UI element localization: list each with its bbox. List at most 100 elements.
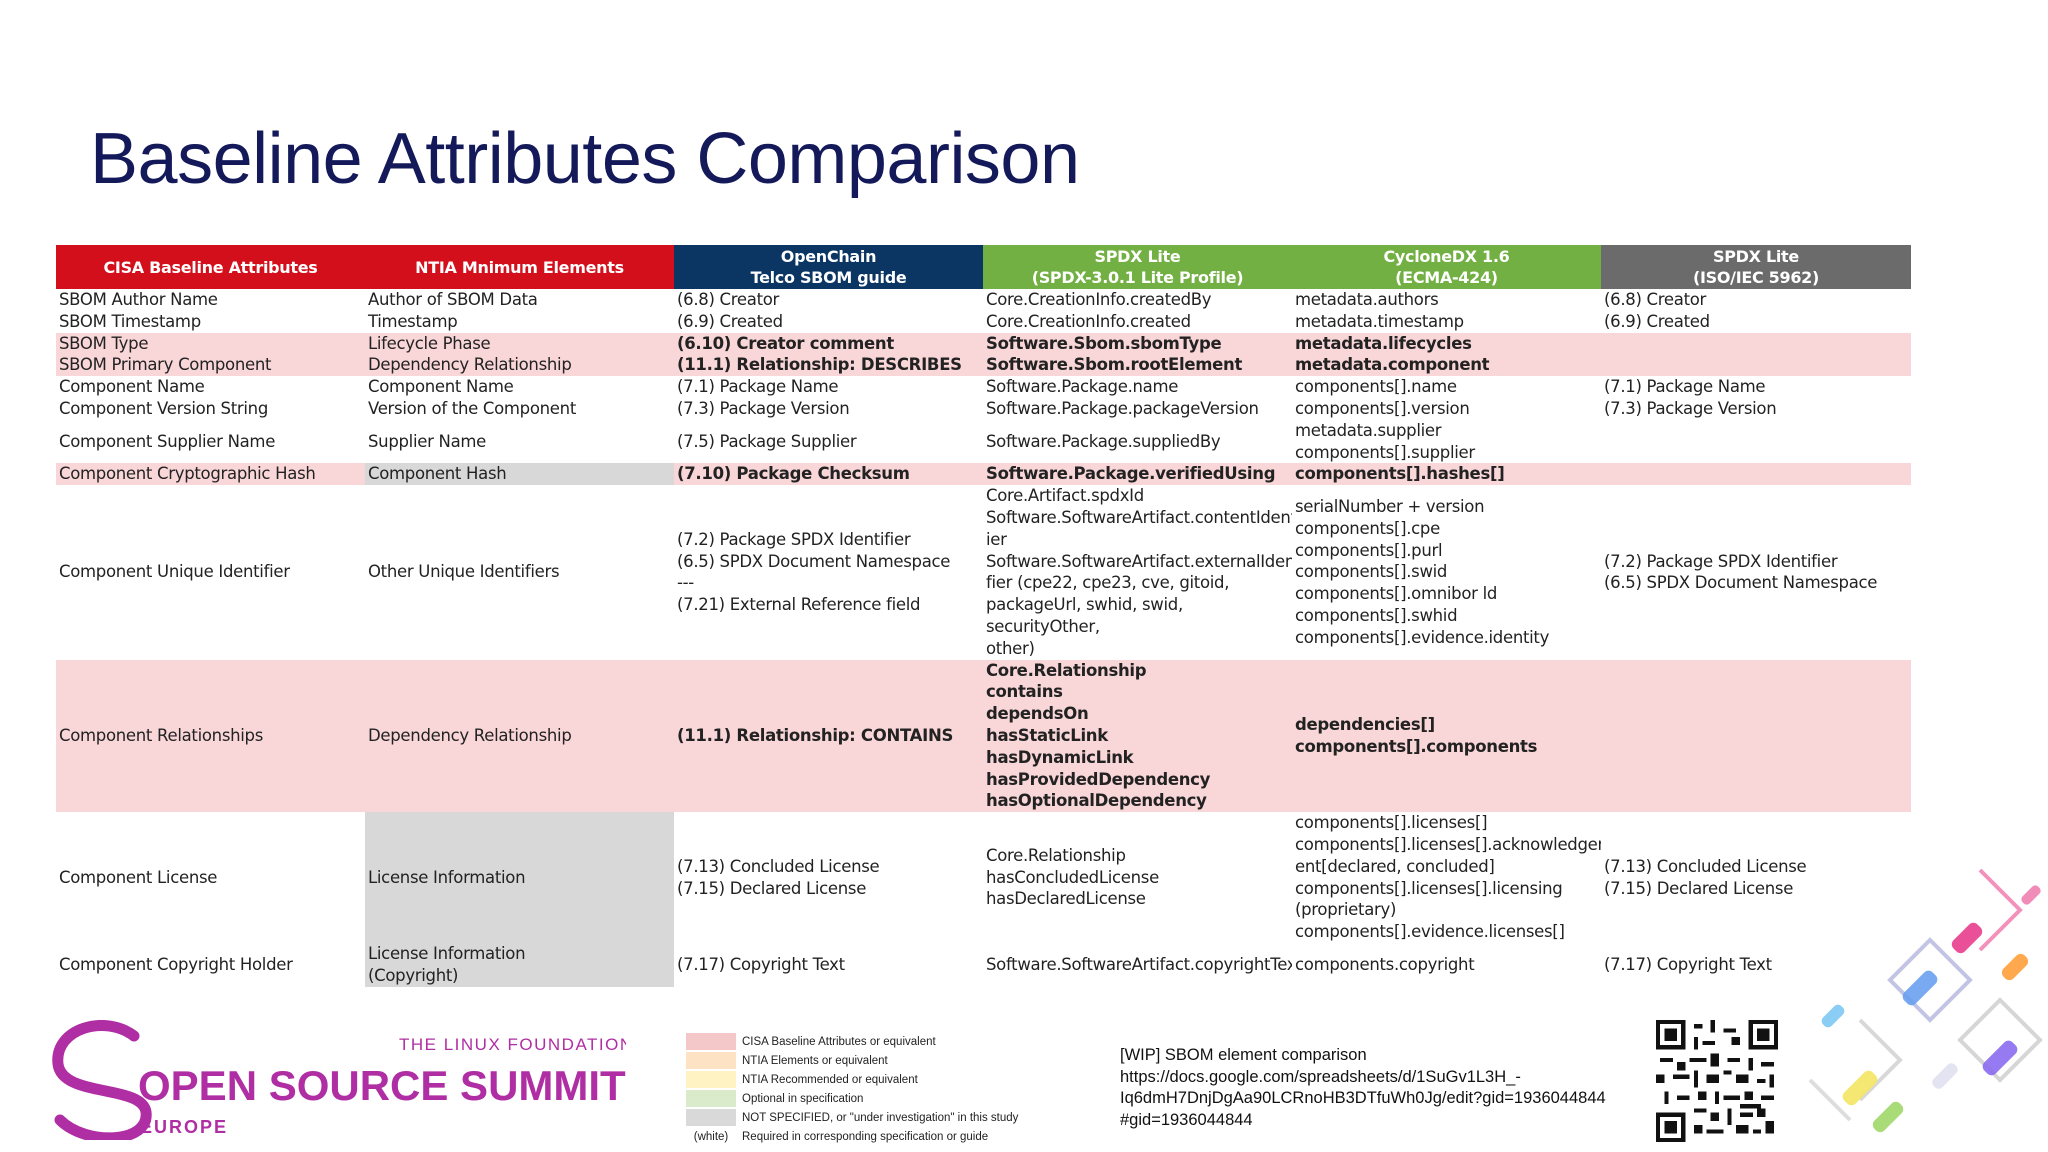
table-cell: Component Copyright Holder (59, 954, 293, 974)
table-cell: Component Cryptographic Hash (56, 463, 365, 486)
legend-label: Optional in specification (742, 1092, 864, 1105)
table-row: Component Unique Identifier Other Unique… (56, 485, 1911, 659)
legend-item: Optional in specification (686, 1089, 1018, 1108)
table-cell: (7.5) Package Supplier (677, 431, 857, 451)
reference-link[interactable]: #gid=1936044844 (1120, 1110, 1253, 1129)
table-row: SBOM Type Lifecycle Phase (6.10) Creator… (56, 332, 1911, 355)
table-cell: Core.Relationship hasConcludedLicense ha… (986, 845, 1159, 909)
col-header-line: SPDX Lite (1094, 247, 1181, 266)
table-cell: Version of the Component (368, 398, 576, 418)
table-cell: (7.3) Package Version (1604, 398, 1777, 418)
table-cell: (6.9) Created (1604, 311, 1710, 331)
table-cell: serialNumber + version components[].cpe … (1295, 497, 1550, 647)
col-header-line: OpenChain (780, 247, 877, 266)
table-cell: Dependency Relationship (365, 659, 674, 813)
legend-label: NTIA Elements or equivalent (742, 1054, 888, 1067)
table-cell: Timestamp (368, 311, 458, 331)
col-header-subline: Telco SBOM guide (750, 268, 907, 287)
table-cell: Component Hash (365, 463, 674, 486)
table-cell: metadata.supplier components[].supplier (1295, 420, 1475, 462)
table-cell: SBOM Timestamp (59, 311, 201, 331)
legend-item: NTIA Elements or equivalent (686, 1051, 1018, 1070)
page-title: Baseline Attributes Comparison (90, 119, 1080, 199)
table-cell: Software.Package.name (986, 377, 1179, 397)
table-cell: (7.2) Package SPDX Identifier (6.5) SPDX… (677, 529, 951, 615)
table-cell: Supplier Name (368, 431, 487, 451)
table-cell: metadata.authors (1295, 290, 1439, 309)
table-header-row: CISA Baseline Attributes NTIA Mnimum Ele… (56, 245, 1911, 289)
col-header-spdx-lite-iso: SPDX Lite (ISO/IEC 5962) (1601, 245, 1911, 289)
table-cell: Core.CreationInfo.created (986, 311, 1191, 331)
qr-code-icon (1656, 1020, 1778, 1142)
table-cell: License Information (Copyright) (365, 942, 674, 987)
table-cell: Software.Sbom.rootElement (983, 354, 1292, 377)
table-row: SBOM Author Name Author of SBOM Data (6.… (56, 289, 1911, 311)
table-cell: metadata.timestamp (1295, 311, 1464, 331)
col-header-line: CycloneDX 1.6 (1383, 247, 1510, 266)
table-cell: Component Name (59, 377, 205, 397)
legend-item: CISA Baseline Attributes or equivalent (686, 1032, 1018, 1051)
table-cell: Component Supplier Name (59, 431, 276, 451)
table-cell: components[].version (1295, 398, 1470, 418)
table-cell: SBOM Type (56, 332, 365, 355)
table-cell: metadata.component (1292, 354, 1601, 377)
reference-title: [WIP] SBOM element comparison (1120, 1046, 1367, 1064)
table-cell (1601, 332, 1911, 355)
table-cell: components[].hashes[] (1292, 463, 1601, 486)
open-source-summit-logo: THE LINUX FOUNDATION OPEN SOURCE SUMMIT … (52, 1020, 626, 1140)
legend-item: NTIA Recommended or equivalent (686, 1070, 1018, 1089)
table-row: Component Copyright Holder License Infor… (56, 942, 1911, 987)
table-cell: components[].licenses[] components[].lic… (1295, 813, 1601, 942)
legend-label: Required in corresponding specification … (742, 1130, 989, 1143)
legend-label: NOT SPECIFIED, or "under investigation" … (742, 1111, 1019, 1124)
table-cell (1601, 420, 1911, 464)
table-row: Component Supplier Name Supplier Name (7… (56, 420, 1911, 464)
table-row: Component Version String Version of the … (56, 398, 1911, 420)
color-legend: CISA Baseline Attributes or equivalent N… (686, 1032, 1018, 1146)
table-cell: Dependency Relationship (365, 354, 674, 377)
col-header-cyclonedx: CycloneDX 1.6 (ECMA-424) (1292, 245, 1601, 289)
table-cell: (7.13) Concluded License (7.15) Declared… (1604, 856, 1807, 898)
legend-item: (white) Required in corresponding specif… (686, 1127, 1018, 1146)
table-row: SBOM Primary Component Dependency Relati… (56, 354, 1911, 377)
col-header-line: NTIA Mnimum Elements (415, 257, 624, 277)
legend-swatch-text: (white) (693, 1130, 729, 1143)
table-cell (1601, 354, 1911, 377)
table-cell: metadata.lifecycles (1292, 332, 1601, 355)
legend-swatch (686, 1090, 736, 1107)
table-row: Component Relationships Dependency Relat… (56, 659, 1911, 813)
table-cell: (7.17) Copyright Text (677, 954, 845, 974)
table-cell: License Information (365, 812, 674, 943)
table-cell: (11.1) Relationship: DESCRIBES (674, 354, 983, 377)
table-cell: Software.Package.verifiedUsing (983, 463, 1292, 486)
table-cell: Software.SoftwareArtifact.copyrightText (986, 954, 1292, 974)
table-cell: Software.Sbom.sbomType (983, 332, 1292, 355)
table-cell: (7.3) Package Version (677, 398, 850, 418)
reference-link[interactable]: Iq6dmH7DnjDgAa90LCRnoHB3DTfuWh0Jg/edit?g… (1120, 1089, 1606, 1107)
table-cell: dependencies[] components[].components (1292, 659, 1601, 813)
legend-swatch (686, 1052, 736, 1069)
table-cell: SBOM Primary Component (56, 354, 365, 377)
col-header-line: CISA Baseline Attributes (103, 257, 318, 277)
table-cell: (7.17) Copyright Text (1604, 954, 1772, 974)
spreadsheet-reference: [WIP] SBOM element comparison https://do… (1120, 1045, 1606, 1131)
table-cell: Component Version String (59, 398, 269, 418)
table-cell: (6.8) Creator (677, 290, 780, 309)
col-header-subline: (ECMA-424) (1395, 268, 1498, 287)
table-row: Component Name Component Name (7.1) Pack… (56, 376, 1911, 398)
table-cell: (6.10) Creator comment (674, 332, 983, 355)
table-cell: (7.1) Package Name (677, 377, 839, 397)
table-cell (1601, 463, 1911, 486)
legend-label: NTIA Recommended or equivalent (742, 1073, 918, 1086)
legend-swatch (686, 1033, 736, 1050)
reference-link[interactable]: https://docs.google.com/spreadsheets/d/1… (1120, 1067, 1521, 1086)
table-cell (1601, 659, 1911, 813)
table-cell: (7.2) Package SPDX Identifier (6.5) SPDX… (1604, 551, 1878, 593)
logo-event-text: OPEN SOURCE SUMMIT (138, 1062, 626, 1109)
table-cell: (6.9) Created (677, 311, 783, 331)
legend-label: CISA Baseline Attributes or equivalent (742, 1035, 936, 1048)
table-row: SBOM Timestamp Timestamp (6.9) Created C… (56, 311, 1911, 333)
table-cell: Other Unique Identifiers (368, 562, 560, 582)
table-row: Component License License Information (7… (56, 812, 1911, 943)
table-cell: Component License (59, 867, 218, 887)
